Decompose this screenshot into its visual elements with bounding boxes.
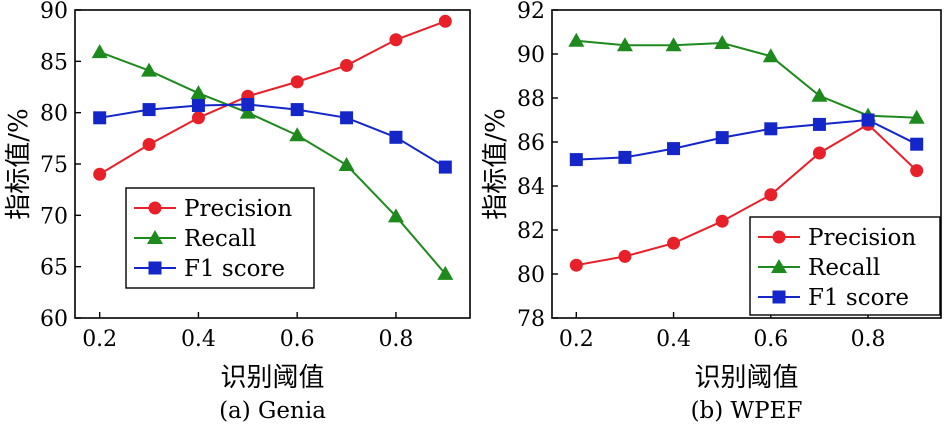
y-tick-label: 84: [517, 175, 545, 200]
y-tick-label: 70: [40, 204, 68, 229]
data-point-square: [812, 117, 826, 131]
data-point-triangle: [665, 37, 682, 52]
legend-marker-square: [148, 261, 162, 275]
data-point-circle: [340, 58, 354, 72]
panel-caption: (b) WPEF: [691, 398, 803, 424]
x-tick-label: 0.6: [753, 327, 788, 352]
y-tick-label: 92: [517, 0, 545, 24]
legend-marker-triangle: [147, 230, 163, 244]
data-point-triangle: [568, 32, 585, 47]
data-point-circle: [93, 167, 107, 181]
y-tick-label: 78: [517, 307, 545, 332]
legend-marker-square: [772, 290, 786, 304]
legend-marker-circle: [772, 230, 786, 244]
data-point-square: [438, 160, 452, 174]
y-tick-label: 80: [517, 263, 545, 288]
data-point-square: [389, 130, 403, 144]
y-tick-label: 86: [517, 131, 545, 156]
data-point-triangle: [387, 208, 404, 223]
data-point-circle: [715, 214, 729, 228]
legend-marker-triangle: [771, 259, 787, 273]
chart-panel-a: 60 65 70 75 80 85 90 0.2 0.4 0.6 0.8 识别阈值 指标值/% (a) G…: [4, 0, 471, 424]
y-tick-label: 90: [517, 43, 545, 68]
y-tick-label: 80: [40, 102, 68, 127]
x-tick-label: 0.4: [181, 327, 216, 352]
legend-label: Recall: [808, 255, 880, 281]
x-tick-label: 0.2: [82, 327, 117, 352]
data-point-square: [290, 103, 304, 117]
data-point-triangle: [190, 85, 207, 100]
series-line-circle: [576, 123, 918, 267]
x-tick-label: 0.4: [656, 327, 691, 352]
data-point-square: [861, 113, 875, 127]
x-axis-label: 识别阈值: [694, 363, 798, 393]
y-tick-label: 75: [40, 153, 68, 178]
data-point-triangle: [714, 35, 731, 49]
legend-label: F1 score: [184, 256, 285, 282]
data-point-triangle: [239, 104, 256, 119]
data-point-square: [241, 97, 255, 111]
legend-label: Recall: [184, 226, 256, 252]
data-point-triangle: [141, 62, 158, 77]
data-point-circle: [569, 258, 583, 272]
data-point-circle: [290, 75, 304, 89]
data-point-square: [191, 98, 205, 112]
series-line-triangle: [99, 51, 447, 275]
data-point-square: [667, 142, 681, 156]
panel-caption: (a) Genia: [219, 398, 326, 424]
y-axis-label: 指标值/%: [481, 108, 511, 219]
y-tick-label: 90: [40, 0, 68, 24]
data-point-circle: [910, 164, 924, 178]
series-line-triangle: [576, 39, 917, 119]
y-tick-label: 65: [40, 256, 68, 281]
data-point-triangle: [908, 109, 925, 124]
data-point-square: [340, 111, 354, 125]
data-point-square: [618, 150, 632, 164]
x-tick-label: 0.6: [280, 327, 315, 352]
legend-label: Precision: [184, 196, 292, 222]
data-point-triangle: [616, 37, 633, 52]
x-tick-label: 0.8: [378, 327, 413, 352]
y-tick-label: 88: [517, 87, 545, 112]
data-point-circle: [764, 188, 778, 202]
data-point-square: [93, 111, 107, 125]
y-tick-label: 60: [40, 307, 68, 332]
x-tick-label: 0.8: [851, 327, 886, 352]
data-point-triangle: [811, 87, 828, 102]
data-point-square: [569, 153, 583, 167]
data-point-square: [764, 122, 778, 136]
data-point-triangle: [338, 157, 355, 172]
data-point-circle: [667, 236, 681, 250]
series-line-square: [576, 118, 918, 161]
y-tick-label: 82: [517, 219, 545, 244]
data-point-circle: [389, 33, 403, 47]
series-line-circle: [99, 20, 446, 176]
y-tick-label: 85: [40, 50, 68, 75]
legend-marker-circle: [148, 201, 162, 215]
data-point-square: [142, 103, 156, 117]
data-point-triangle: [437, 265, 454, 280]
x-tick-label: 0.2: [559, 327, 594, 352]
data-point-circle: [142, 137, 156, 151]
data-point-triangle: [91, 44, 108, 59]
data-point-square: [910, 137, 924, 151]
data-point-circle: [812, 146, 826, 160]
plot-frame: [551, 9, 942, 319]
data-point-circle: [191, 111, 205, 125]
data-point-triangle: [289, 127, 306, 142]
data-point-triangle: [762, 48, 779, 63]
legend-label: F1 score: [808, 285, 909, 311]
y-axis-label: 指标值/%: [4, 108, 34, 219]
legend-label: Precision: [808, 225, 916, 251]
data-point-circle: [438, 14, 452, 28]
series-line-square: [99, 103, 446, 168]
data-point-circle: [618, 249, 632, 263]
data-point-square: [715, 131, 729, 145]
x-axis-label: 识别阈值: [220, 363, 324, 393]
chart-panel-b: 78 80 82 84 86 88 90 92 0.2 0.4 0.6 0.8 识别阈值 指标值/% (b)…: [481, 0, 942, 424]
